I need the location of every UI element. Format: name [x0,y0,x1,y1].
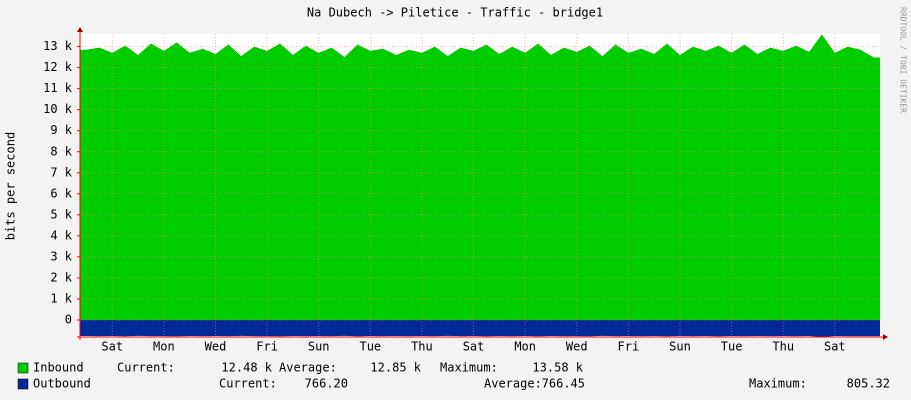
x-tick-label: Thu [411,340,433,354]
stat-label: Average: [484,377,542,391]
x-tick-label: Fri [618,340,640,354]
stat-label: Current: [219,377,277,391]
y-tick-label: 6 k [50,186,72,200]
x-tick-label: Sat [824,340,846,354]
stat-label: Maximum: [440,361,498,375]
y-axis-arrow [77,27,83,32]
y-tick-label: 2 k [50,270,72,284]
legend-swatch [17,362,29,374]
y-tick-label: 0 [65,312,72,326]
x-tick-label: Mon [153,340,175,354]
stat-label: Maximum: [749,377,807,391]
x-tick-label: Wed [205,340,227,354]
stat-value: 766.45 [542,377,585,391]
stat-label: Current: [117,361,175,375]
x-tick-label: Sun [308,340,330,354]
stat-value: 12.48 k [221,361,272,375]
y-tick-label: 9 k [50,123,72,137]
chart-title: Na Dubech -> Piletice - Traffic - bridge… [307,6,603,20]
y-tick-label: 8 k [50,144,72,158]
y-tick-label: 1 k [50,291,72,305]
stat-label: Average: [279,361,337,375]
stat-value: 805.32 [847,377,890,391]
y-tick-label: 7 k [50,165,72,179]
x-axis-arrow [883,334,888,340]
x-tick-label: Fri [256,340,278,354]
y-tick-label: 10 k [43,102,73,116]
y-tick-label: 5 k [50,207,72,221]
area [80,319,880,337]
x-tick-label: Sat [101,340,123,354]
y-tick-label: 3 k [50,249,72,263]
side-text: RRDTOOL / TOBI OETIKER [899,7,908,113]
stat-value: 13.58 k [532,361,583,375]
legend-swatch [17,378,29,390]
stat-value: 12.85 k [370,361,421,375]
x-tick-label: Wed [566,340,588,354]
x-tick-label: Sun [669,340,691,354]
legend-label: Inbound [33,361,84,375]
x-tick-label: Tue [359,340,381,354]
y-axis-label: bits per second [4,132,18,240]
y-tick-label: 13 k [43,39,73,53]
area [80,34,880,320]
y-tick-label: 12 k [43,60,73,74]
y-tick-label: 4 k [50,228,72,242]
y-tick-label: 11 k [43,81,73,95]
stat-value: 766.20 [305,377,348,391]
x-tick-label: Thu [772,340,794,354]
x-tick-label: Sat [463,340,485,354]
x-tick-label: Mon [514,340,536,354]
legend-label: Outbound [33,377,91,391]
x-tick-label: Tue [721,340,743,354]
